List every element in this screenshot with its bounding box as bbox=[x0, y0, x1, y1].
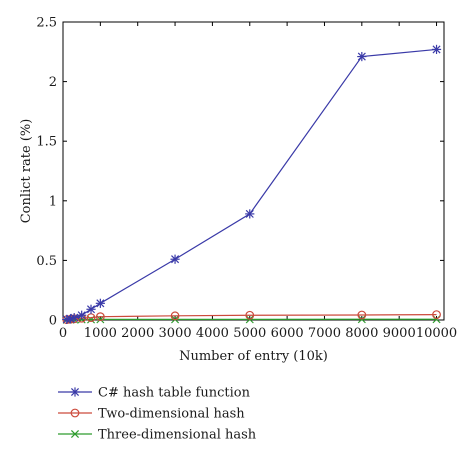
y-tick-label: 2 bbox=[49, 75, 57, 90]
x-tick-label: 5000 bbox=[233, 326, 266, 341]
x-tick-label: 0 bbox=[59, 326, 67, 341]
x-tick-label: 2000 bbox=[121, 326, 154, 341]
data-point bbox=[95, 312, 105, 322]
data-point bbox=[86, 304, 96, 314]
y-axis-title: Conlict rate (%) bbox=[19, 119, 34, 224]
legend-item: Two-dimensional hash bbox=[58, 407, 245, 422]
legend-label: Two-dimensional hash bbox=[98, 407, 245, 422]
legend-marker bbox=[70, 408, 80, 418]
y-tick-label: 1 bbox=[49, 194, 57, 209]
x-tick-label: 10000 bbox=[416, 326, 457, 341]
data-point bbox=[245, 209, 255, 219]
legend-label: Three-dimensional hash bbox=[98, 428, 257, 443]
y-tick-label: 1.5 bbox=[36, 135, 57, 150]
data-point bbox=[170, 254, 180, 264]
data-point bbox=[431, 44, 442, 55]
x-tick-label: 3000 bbox=[159, 326, 192, 341]
data-point bbox=[357, 310, 367, 320]
x-tick-label: 7000 bbox=[308, 326, 341, 341]
data-point bbox=[357, 51, 367, 62]
x-axis-title: Number of entry (10k) bbox=[179, 349, 328, 364]
plot-frame bbox=[62, 21, 445, 321]
y-tick-label: 0.5 bbox=[36, 254, 57, 269]
legend: C# hash table function Two-dimensional ha… bbox=[58, 386, 257, 443]
x-tick-label: 4000 bbox=[196, 326, 229, 341]
series-layer bbox=[62, 44, 442, 325]
x-tick-label: 6000 bbox=[271, 326, 304, 341]
legend-label: C# hash table function bbox=[98, 386, 251, 401]
data-point bbox=[95, 298, 105, 308]
x-tick-label: 9000 bbox=[383, 326, 416, 341]
legend-marker bbox=[70, 387, 80, 397]
series-line bbox=[66, 318, 437, 321]
x-axis: 0 1000 2000 3000 4000 5000 6000 7000 8000 9000 100… bbox=[59, 22, 457, 341]
data-point bbox=[432, 310, 441, 320]
x-tick-label: 1000 bbox=[84, 326, 117, 341]
data-point bbox=[69, 313, 79, 323]
y-tick-label: 0 bbox=[49, 314, 57, 329]
data-point bbox=[245, 310, 255, 320]
x-tick-label: 8000 bbox=[345, 326, 378, 341]
series-line bbox=[66, 48, 437, 320]
legend-marker bbox=[70, 429, 80, 439]
data-point bbox=[432, 315, 441, 324]
y-tick-label: 2.5 bbox=[36, 16, 57, 31]
legend-item: C# hash table function bbox=[58, 386, 251, 401]
data-point bbox=[170, 311, 180, 321]
y-axis: 0 0.5 1 1.5 2 2.5 bbox=[36, 16, 444, 329]
plot-area bbox=[62, 21, 445, 321]
data-point bbox=[77, 310, 87, 320]
series-1 bbox=[62, 44, 442, 325]
legend-item: Three-dimensional hash bbox=[58, 428, 257, 443]
